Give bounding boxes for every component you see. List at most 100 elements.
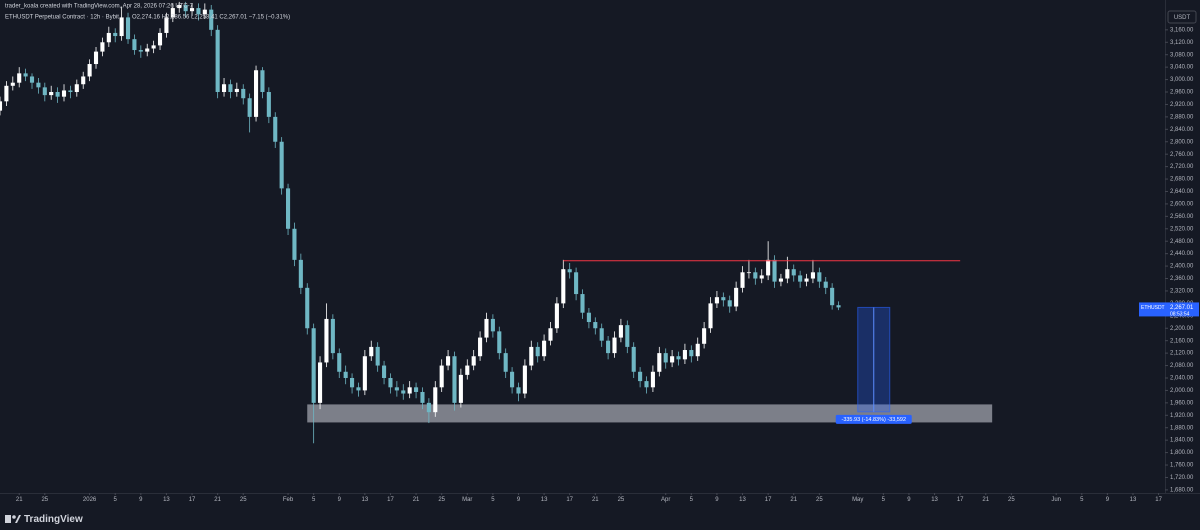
y-tick-label: 1,960.00 bbox=[1170, 400, 1194, 406]
candle-body bbox=[298, 259, 303, 288]
x-tick-label: 17 bbox=[957, 497, 964, 503]
candle-body bbox=[183, 4, 188, 12]
x-tick-label: 25 bbox=[1008, 497, 1015, 503]
candle-body bbox=[177, 4, 182, 9]
candle-body bbox=[516, 387, 521, 394]
candle-body bbox=[676, 356, 681, 360]
candle-body bbox=[369, 346, 374, 357]
y-tick-label: 1,880.00 bbox=[1170, 425, 1194, 431]
x-tick-label: 13 bbox=[931, 497, 938, 503]
x-tick-label: 25 bbox=[816, 497, 823, 503]
candle-body bbox=[535, 346, 540, 357]
currency-box[interactable] bbox=[1167, 10, 1197, 24]
candle-body bbox=[650, 371, 655, 388]
x-tick-label: 17 bbox=[1155, 497, 1162, 503]
candle-body bbox=[113, 32, 118, 37]
y-tick-label: 2,320.00 bbox=[1170, 289, 1194, 295]
candle-body bbox=[836, 305, 841, 308]
x-tick-label: 5 bbox=[690, 497, 694, 503]
candle-body bbox=[247, 98, 252, 117]
x-tick-label: 21 bbox=[982, 497, 989, 503]
candle-body bbox=[138, 50, 143, 52]
y-tick-label: 3,040.00 bbox=[1170, 65, 1194, 71]
candle-body bbox=[119, 17, 124, 37]
candle-body bbox=[702, 328, 707, 344]
candle-body bbox=[542, 340, 547, 357]
candle-body bbox=[689, 350, 694, 357]
y-tick-label: 3,160.00 bbox=[1170, 27, 1194, 33]
candle-body bbox=[721, 297, 726, 301]
candle-body bbox=[100, 42, 105, 52]
y-tick-label: 2,800.00 bbox=[1170, 139, 1194, 145]
y-tick-label: 1,720.00 bbox=[1170, 475, 1194, 481]
y-tick-label: 1,680.00 bbox=[1170, 487, 1194, 493]
candle-body bbox=[407, 387, 412, 394]
x-tick-label: Apr bbox=[661, 497, 670, 503]
candle-body bbox=[497, 331, 502, 354]
candle-body bbox=[446, 356, 451, 366]
candle-body bbox=[266, 92, 271, 117]
x-tick-label: 13 bbox=[163, 497, 170, 503]
candle-body bbox=[337, 353, 342, 372]
candle-body bbox=[663, 353, 668, 363]
candle-body bbox=[458, 374, 463, 403]
x-tick-label: 5 bbox=[1080, 497, 1084, 503]
candle-body bbox=[452, 356, 457, 403]
candle-body bbox=[529, 346, 534, 366]
candle-body bbox=[439, 365, 444, 388]
candle-body bbox=[157, 32, 163, 46]
x-tick-label: 5 bbox=[882, 497, 886, 503]
candle-body bbox=[151, 45, 156, 49]
candle-body bbox=[81, 76, 86, 85]
candle-body bbox=[484, 318, 489, 338]
candle-body bbox=[490, 318, 495, 332]
candle-body bbox=[164, 17, 169, 33]
candle-body bbox=[93, 51, 99, 65]
candle-body bbox=[221, 84, 227, 93]
candle-body bbox=[196, 8, 201, 15]
candle-body bbox=[522, 365, 527, 394]
y-tick-label: 2,200.00 bbox=[1170, 326, 1194, 332]
candle-body bbox=[362, 356, 367, 391]
candle-body bbox=[414, 387, 419, 392]
candle-body bbox=[350, 377, 355, 388]
y-tick-label: 1,760.00 bbox=[1170, 463, 1194, 469]
candle-body bbox=[420, 391, 425, 403]
x-tick-label: 21 bbox=[592, 497, 599, 503]
candle-body bbox=[817, 272, 822, 282]
candle-body bbox=[215, 29, 220, 93]
y-tick-label: 2,040.00 bbox=[1170, 376, 1194, 382]
x-tick-label: 25 bbox=[41, 497, 48, 503]
candle-body bbox=[330, 318, 335, 354]
candle-body bbox=[682, 350, 687, 360]
candle-body bbox=[625, 325, 630, 347]
candle-body bbox=[74, 84, 79, 93]
candle-body bbox=[0, 101, 3, 111]
candle-body bbox=[708, 303, 713, 329]
candle-body bbox=[586, 312, 591, 323]
y-tick-label: 2,720.00 bbox=[1170, 164, 1194, 170]
x-tick-label: 13 bbox=[362, 497, 369, 503]
candle-body bbox=[753, 272, 758, 279]
candle-body bbox=[279, 141, 284, 189]
y-tick-label: 3,000.00 bbox=[1170, 77, 1194, 83]
candle-body bbox=[804, 278, 809, 282]
candle-body bbox=[305, 287, 310, 329]
candle-body bbox=[657, 353, 662, 372]
candle-body bbox=[695, 343, 700, 357]
x-tick-label: 13 bbox=[1130, 497, 1137, 503]
candle-body bbox=[394, 387, 399, 391]
candle-body bbox=[740, 272, 745, 288]
candle-body bbox=[471, 356, 476, 366]
candle-body bbox=[791, 269, 796, 276]
y-tick-label: 2,840.00 bbox=[1170, 127, 1194, 133]
candle-body bbox=[228, 84, 233, 93]
candle-body bbox=[36, 82, 41, 88]
candle-body bbox=[189, 8, 195, 12]
candle-body bbox=[612, 337, 617, 354]
candle-body bbox=[106, 32, 111, 43]
x-tick-label: Jun bbox=[1051, 497, 1061, 503]
candle-body bbox=[42, 87, 47, 96]
candle-body bbox=[202, 9, 207, 15]
y-tick-label: 2,640.00 bbox=[1170, 189, 1194, 195]
